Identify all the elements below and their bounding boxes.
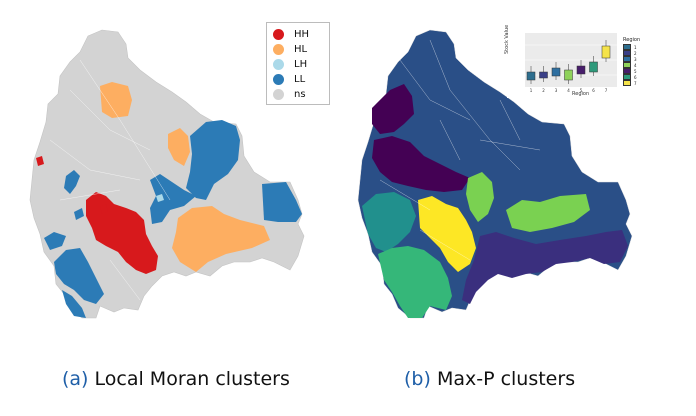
inset-box — [564, 69, 573, 81]
right-internal-boundaries — [379, 39, 541, 261]
inset-box — [526, 71, 536, 81]
legend-swatch-ll — [273, 74, 284, 85]
inset-tick-label: 3 — [555, 88, 558, 93]
caption-b: (b) Max-P clusters — [404, 368, 575, 390]
hl-cluster-center — [168, 128, 190, 166]
hh-cluster-small — [36, 156, 44, 166]
cluster-1-northwest — [372, 84, 414, 134]
inset-legend-swatch — [623, 50, 631, 56]
ll-cluster-west-b — [44, 232, 66, 250]
inset-legend-label: 3 — [634, 56, 637, 62]
inset-xlabel: Region — [572, 91, 590, 97]
caption-b-text: Max-P clusters — [436, 368, 576, 390]
legend-swatch-lh — [273, 59, 284, 70]
inset-legend-item: 4 — [623, 62, 637, 68]
inset-box — [589, 61, 598, 73]
legend-item-ns: ns — [273, 87, 329, 102]
caption-a: (a) Local Moran clusters — [62, 368, 290, 390]
legend-item-lh: LH — [273, 57, 329, 72]
caption-a-tag: (a) — [62, 368, 89, 390]
legend-swatch-hl — [273, 44, 284, 55]
cluster-4-south — [378, 246, 452, 318]
inset-legend-label: 2 — [634, 50, 637, 56]
inset-tick-label: 1 — [530, 88, 533, 93]
hl-cluster-south — [172, 206, 270, 272]
inset-tick-label: 6 — [592, 88, 595, 93]
legend-label-ns: ns — [294, 89, 306, 100]
inset-box — [601, 45, 611, 59]
inset-legend-swatch — [623, 56, 631, 62]
ll-cluster-south — [62, 290, 86, 318]
inset-legend-label: 6 — [634, 74, 637, 80]
inset-box — [539, 71, 548, 79]
inset-tick-label: 7 — [605, 88, 608, 93]
legend-item-hl: HL — [273, 42, 329, 57]
caption-a-text: Local Moran clusters — [94, 368, 290, 390]
cluster-2-southeast — [462, 230, 628, 304]
legend-label-lh: LH — [294, 59, 308, 70]
ll-cluster-small-a — [74, 208, 84, 220]
inset-legend-item: 1 — [623, 44, 637, 50]
inset-legend-swatch — [623, 68, 631, 74]
inset-tick-label: 5 — [580, 88, 583, 93]
inset-legend-label: 4 — [634, 62, 637, 68]
cluster-1-central — [372, 136, 470, 192]
inset-box — [576, 65, 586, 75]
cluster-6-east — [506, 194, 590, 232]
inset-legend-label: 7 — [634, 80, 637, 86]
cluster-5-southwest — [362, 192, 416, 252]
legend-swatch-hh — [273, 29, 284, 40]
lh-cluster — [156, 194, 164, 202]
inset-tick-label: 2 — [542, 88, 545, 93]
inset-legend-label: 5 — [634, 68, 637, 74]
inset-legend-title: Region — [623, 37, 641, 43]
legend-item-hh: HH — [273, 27, 329, 42]
inset-legend-swatch — [623, 74, 631, 80]
inset-legend-item: 2 — [623, 50, 637, 56]
legend-label-hh: HH — [294, 29, 310, 40]
inset-legend-item: 3 — [623, 56, 637, 62]
ll-cluster-southwest — [54, 248, 104, 304]
cluster-7-core — [418, 196, 476, 272]
legend-item-ll: LL — [273, 72, 329, 87]
legend-label-hl: HL — [294, 44, 308, 55]
legend-swatch-ns — [273, 89, 284, 100]
inset-box — [551, 67, 561, 77]
legend-label-ll: LL — [294, 74, 306, 85]
inset-ylabel: Stock Value — [504, 24, 510, 54]
hh-cluster-tiny — [100, 204, 108, 214]
inset-legend-label: 1 — [634, 44, 637, 50]
inset-tick-label: 4 — [567, 88, 570, 93]
inset-boxplot-svg: 1 2 3 4 5 6 7 — [525, 33, 617, 93]
inset-legend-item: 6 — [623, 74, 637, 80]
hl-cluster-north — [100, 82, 132, 118]
ll-cluster-east — [262, 182, 302, 222]
inset-legend-swatch — [623, 62, 631, 68]
ll-cluster-west-a — [64, 170, 80, 194]
inset-legend-swatch — [623, 80, 631, 86]
inset-legend-swatch — [623, 44, 631, 50]
inset-legend-item: 5 — [623, 68, 637, 74]
ll-cluster-northeast — [186, 120, 240, 200]
internal-boundaries — [49, 59, 171, 301]
cluster-6-center — [466, 172, 494, 222]
caption-b-tag: (b) — [404, 368, 431, 390]
cluster-legend: HH HL LH LL ns — [266, 22, 330, 105]
inset-legend-item: 7 — [623, 80, 637, 86]
